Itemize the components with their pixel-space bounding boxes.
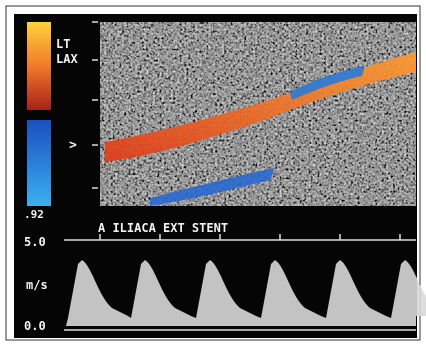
marker: > xyxy=(69,138,77,153)
spectral-title: A ILIACA EXT STENT xyxy=(98,221,228,235)
unit-label: m/s xyxy=(26,278,48,292)
y-bottom-label: 0.0 xyxy=(24,319,46,333)
view-label: LAX xyxy=(56,52,78,66)
y-top-label: 5.0 xyxy=(24,235,46,249)
color-scale-warm xyxy=(27,22,51,110)
b-mode-image xyxy=(100,22,416,206)
ultrasound-screenshot: LT LAX > .92 A ILIACA EXT STENT 5.0 m/s … xyxy=(0,0,426,345)
scale-value: .92 xyxy=(24,208,44,221)
view-label: LT xyxy=(56,37,70,51)
color-scale-cool xyxy=(27,120,51,206)
